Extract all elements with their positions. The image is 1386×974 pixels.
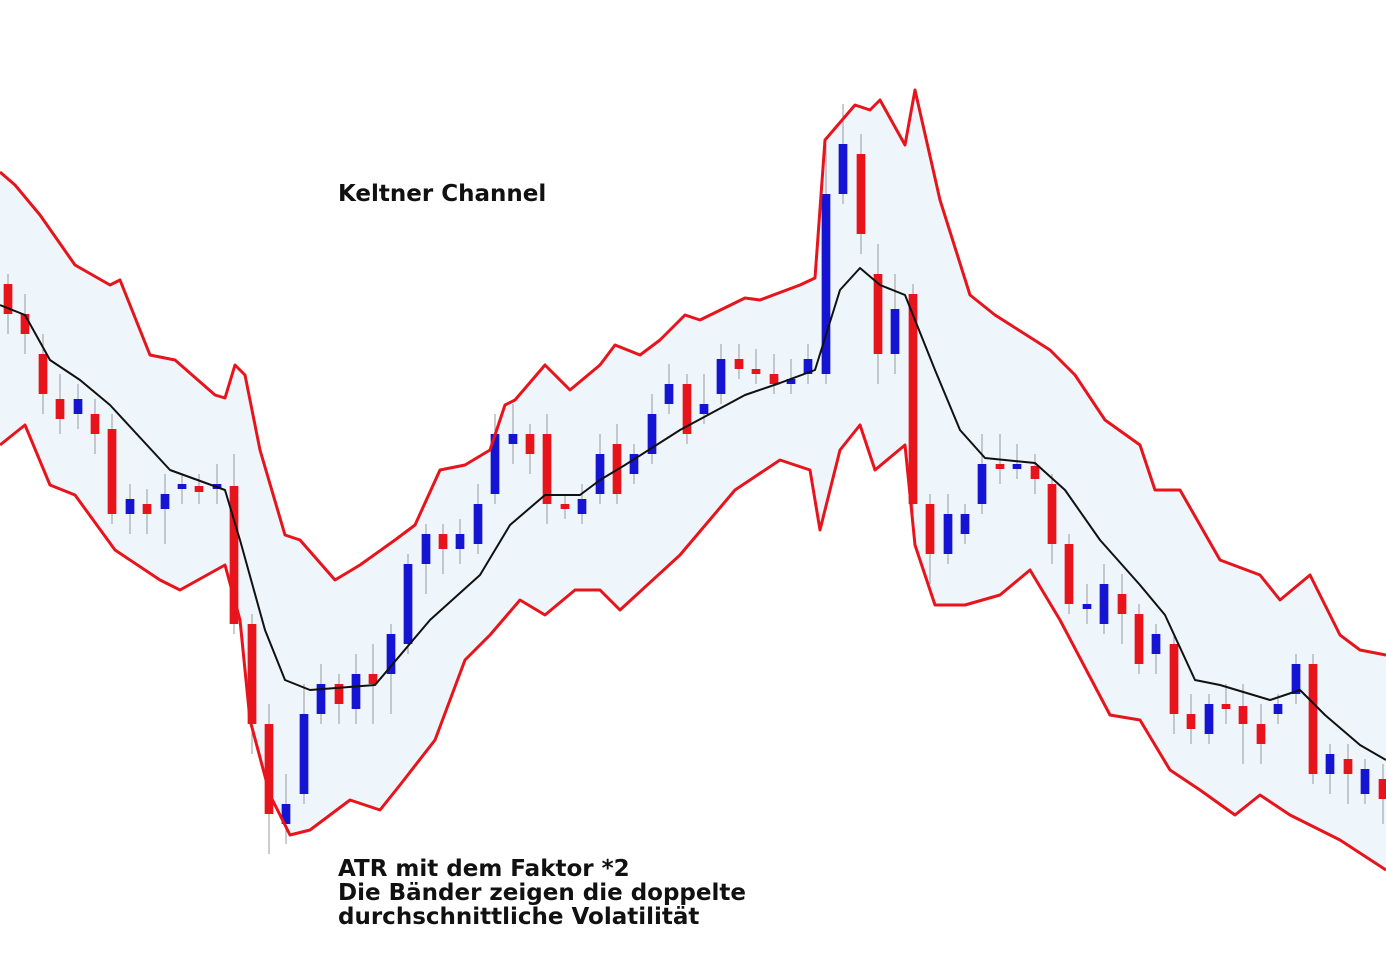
- candle-body: [194, 486, 204, 492]
- candle-body: [1169, 644, 1179, 714]
- annotation: durchschnittliche Volatilität: [338, 904, 699, 930]
- channel-fill: [0, 90, 1386, 870]
- candle-body: [1012, 464, 1022, 469]
- candle-body: [455, 534, 465, 549]
- candle-body: [142, 504, 152, 514]
- candle-body: [734, 359, 744, 369]
- candle-body: [925, 504, 935, 554]
- candle-body: [1117, 594, 1127, 614]
- candle-body: [3, 284, 13, 314]
- candle-body: [473, 504, 483, 544]
- candle-body: [160, 494, 170, 509]
- candle-body: [1308, 664, 1318, 774]
- candle-body: [1238, 706, 1248, 724]
- candle-body: [595, 454, 605, 494]
- candle-body: [55, 399, 65, 419]
- candle-body: [264, 724, 274, 814]
- candle-body: [490, 434, 500, 494]
- candle-body: [977, 464, 987, 504]
- annotation: Die Bänder zeigen die doppelte: [338, 880, 746, 906]
- candle-body: [20, 314, 30, 334]
- candle-body: [1151, 634, 1161, 654]
- candle-body: [1134, 614, 1144, 664]
- middle-band: [0, 267, 1386, 761]
- candle-body: [943, 514, 953, 554]
- candle-body: [525, 434, 535, 454]
- candle-body: [1082, 604, 1092, 609]
- candle-body: [90, 414, 100, 434]
- candle-body: [629, 454, 639, 474]
- candle-body: [1047, 484, 1057, 544]
- candle-body: [786, 379, 796, 384]
- candle-body: [421, 534, 431, 564]
- candle-body: [125, 499, 135, 514]
- candle-body: [299, 714, 309, 794]
- candle-body: [1064, 544, 1074, 604]
- candle-body: [995, 464, 1005, 469]
- candle-body: [699, 404, 709, 414]
- candle-body: [577, 499, 587, 514]
- candle-body: [1030, 466, 1040, 479]
- candle-body: [769, 374, 779, 384]
- candle-body: [508, 434, 518, 444]
- candle-body: [1273, 704, 1283, 714]
- candle-body: [560, 504, 570, 509]
- chart-title: Keltner Channel: [338, 181, 546, 207]
- candle-body: [281, 804, 291, 824]
- candle-body: [1291, 664, 1301, 694]
- candle-body: [334, 684, 344, 704]
- candle-body: [351, 674, 361, 709]
- candle-body: [960, 514, 970, 534]
- candle-body: [177, 484, 187, 489]
- candle-body: [890, 309, 900, 354]
- candle-body: [247, 624, 257, 724]
- candle-body: [73, 399, 83, 414]
- candle-body: [107, 429, 117, 514]
- candle-body: [856, 154, 866, 234]
- candle-body: [716, 359, 726, 394]
- candle-body: [803, 359, 813, 374]
- candle-body: [1378, 779, 1386, 799]
- candle-body: [542, 434, 552, 504]
- candle-body: [873, 274, 883, 354]
- candle-body: [664, 384, 674, 404]
- candle-body: [1343, 759, 1353, 774]
- upper-band: [0, 88, 1386, 657]
- candle-body: [1360, 769, 1370, 794]
- candle-body: [403, 564, 413, 644]
- candle-body: [821, 194, 831, 374]
- candle-body: [1204, 704, 1214, 734]
- candle-body: [1256, 724, 1266, 744]
- candle-body: [1099, 584, 1109, 624]
- candle-body: [1325, 754, 1335, 774]
- candle-body: [438, 534, 448, 549]
- annotation: ATR mit dem Faktor *2: [338, 856, 630, 882]
- plot: [0, 88, 1386, 872]
- candle-body: [229, 486, 239, 624]
- candle-body: [751, 369, 761, 374]
- candle-body: [908, 294, 918, 504]
- candle-body: [682, 384, 692, 434]
- candle-body: [1221, 704, 1231, 709]
- candle-body: [386, 634, 396, 674]
- lower-band: [0, 423, 1386, 872]
- candle-body: [838, 144, 848, 194]
- candle-body: [647, 414, 657, 454]
- candle-body: [368, 674, 378, 684]
- candle-body: [316, 684, 326, 714]
- candle-body: [38, 354, 48, 394]
- candle-body: [1186, 714, 1196, 729]
